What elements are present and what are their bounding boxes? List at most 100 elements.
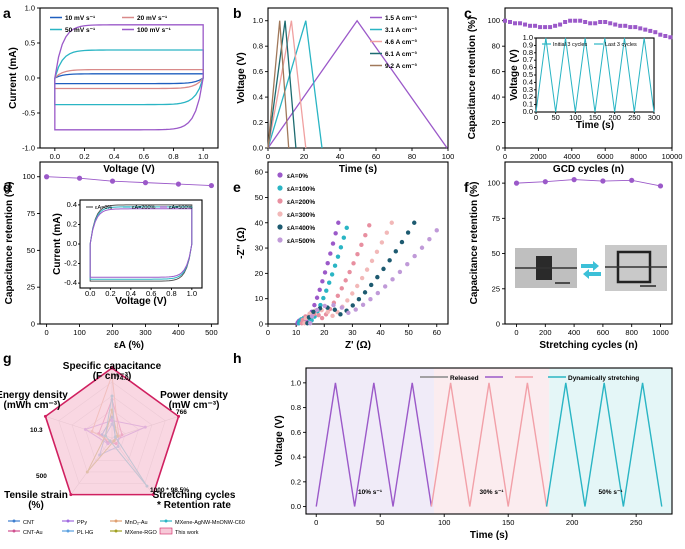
nyquist-point xyxy=(341,235,347,240)
nyquist-point xyxy=(405,230,411,235)
nyquist-point xyxy=(427,236,432,242)
panel-h: 0 50 100 150 200 250 0.0 0.2 0.4 0.6 0.8 1.0 Time (s… xyxy=(274,367,673,541)
radar-axis-unit: (mWh cm⁻³) xyxy=(4,400,61,411)
x-axis-label: Stretching cycles (n) xyxy=(539,340,637,351)
data-point xyxy=(658,32,663,37)
data-point xyxy=(598,20,603,24)
data-point xyxy=(43,174,50,180)
legend-marker xyxy=(277,211,283,217)
panel-label-d: d xyxy=(3,179,12,195)
legend-marker xyxy=(164,519,168,523)
x-tick-label: 0 xyxy=(45,328,49,337)
y-tick-label: 0 xyxy=(259,320,263,329)
nyquist-point xyxy=(339,286,344,291)
x-tick-label: 50 xyxy=(404,328,412,337)
data-point xyxy=(508,20,513,24)
y-tick-label: 75 xyxy=(492,214,500,223)
nyquist-point xyxy=(318,302,323,308)
data-point xyxy=(629,177,635,183)
nyquist-point xyxy=(346,310,351,316)
x-tick-label: 200 xyxy=(106,328,119,337)
data-point xyxy=(548,25,553,30)
data-point xyxy=(563,20,568,24)
legend-label: PPy xyxy=(77,520,87,526)
inset-x-tick-label: 150 xyxy=(589,113,602,122)
data-point xyxy=(76,175,83,181)
x-tick-label: 1000 xyxy=(652,328,669,337)
legend-label: MXene-RGO xyxy=(125,530,158,536)
plot-frame xyxy=(504,161,673,325)
x-tick-label: 60 xyxy=(433,328,441,337)
legend-label: εA=0% xyxy=(287,173,308,180)
panel-label-e: e xyxy=(233,179,241,195)
nyquist-point xyxy=(325,309,330,315)
y-tick-label: 25 xyxy=(492,284,500,293)
cv-curve xyxy=(54,73,204,85)
data-point xyxy=(518,21,523,26)
x-tick-label: 60 xyxy=(372,152,380,161)
legend-label: This work xyxy=(175,530,199,536)
radar-max-value: 500 xyxy=(36,473,47,480)
nyquist-point xyxy=(399,239,405,245)
nyquist-point xyxy=(359,242,364,248)
nyquist-point xyxy=(412,253,417,259)
y-tick-label: 60 xyxy=(492,67,500,76)
nyquist-point xyxy=(319,315,325,321)
nyquist-point xyxy=(332,263,338,268)
x-tick-label: 20 xyxy=(320,328,328,337)
plot-frame xyxy=(39,161,219,325)
inset-y-axis-label: Voltage (V) xyxy=(509,49,520,100)
data-point xyxy=(638,26,643,31)
y-tick-label: 0.6 xyxy=(253,67,263,76)
y-tick-label: 0.6 xyxy=(291,428,301,437)
data-point xyxy=(568,18,573,23)
legend-marker xyxy=(12,519,16,523)
legend-marker xyxy=(277,185,283,191)
inset-y-tick-label: 0.5 xyxy=(523,70,533,79)
nyquist-point xyxy=(434,228,439,233)
inset-y-tick-label: 0.3 xyxy=(523,85,533,94)
legend-label: MXene-AgNW-MnONW-C60 xyxy=(175,520,245,526)
legend-label: Released xyxy=(450,375,479,382)
nyquist-point xyxy=(345,298,350,303)
retention-line xyxy=(516,179,661,187)
radar-point xyxy=(43,414,47,418)
legend-marker xyxy=(277,172,283,178)
gcd-curve xyxy=(267,20,307,149)
x-axis-label: Time (s) xyxy=(339,164,377,175)
region-label: 10% s⁻¹ xyxy=(358,489,382,496)
panel-label-h: h xyxy=(233,350,242,366)
y-tick-label: 0.0 xyxy=(25,74,35,83)
data-point xyxy=(600,178,606,184)
x-axis-label: Time (s) xyxy=(470,530,508,541)
gcd-curve xyxy=(545,382,663,507)
y-tick-label: 1.0 xyxy=(25,4,35,13)
nyquist-point xyxy=(381,266,386,272)
inset-cv-curve xyxy=(89,206,193,280)
inset-cv-curve xyxy=(89,208,193,278)
nyquist-point xyxy=(316,313,321,318)
radar-point xyxy=(110,366,114,370)
gcd-curve xyxy=(430,382,548,507)
nyquist-point xyxy=(379,240,385,245)
inset-y-tick-label: 0.2 xyxy=(523,92,533,101)
x-tick-label: 0 xyxy=(514,328,518,337)
inset-y-tick-label: 1.0 xyxy=(523,33,533,42)
legend-label: PL HG xyxy=(77,530,93,536)
inset-x-tick-label: 0.2 xyxy=(105,289,115,298)
nyquist-point xyxy=(355,252,360,257)
inset-y-tick-label: 0.4 xyxy=(523,77,533,86)
radar-axis-unit: (mW cm⁻³) xyxy=(169,400,220,411)
legend-marker xyxy=(114,529,118,533)
data-point xyxy=(633,25,638,30)
nyquist-point xyxy=(412,220,417,225)
y-axis-label: -Z'' (Ω) xyxy=(236,227,247,259)
nyquist-point xyxy=(322,270,328,275)
radar-point xyxy=(177,414,181,418)
x-tick-label: 500 xyxy=(205,328,218,337)
y-tick-label: 0.2 xyxy=(253,118,263,127)
data-point xyxy=(608,21,613,26)
legend-swatch xyxy=(159,527,173,535)
x-axis-label: GCD cycles (n) xyxy=(553,164,624,175)
nyquist-point xyxy=(350,303,355,308)
